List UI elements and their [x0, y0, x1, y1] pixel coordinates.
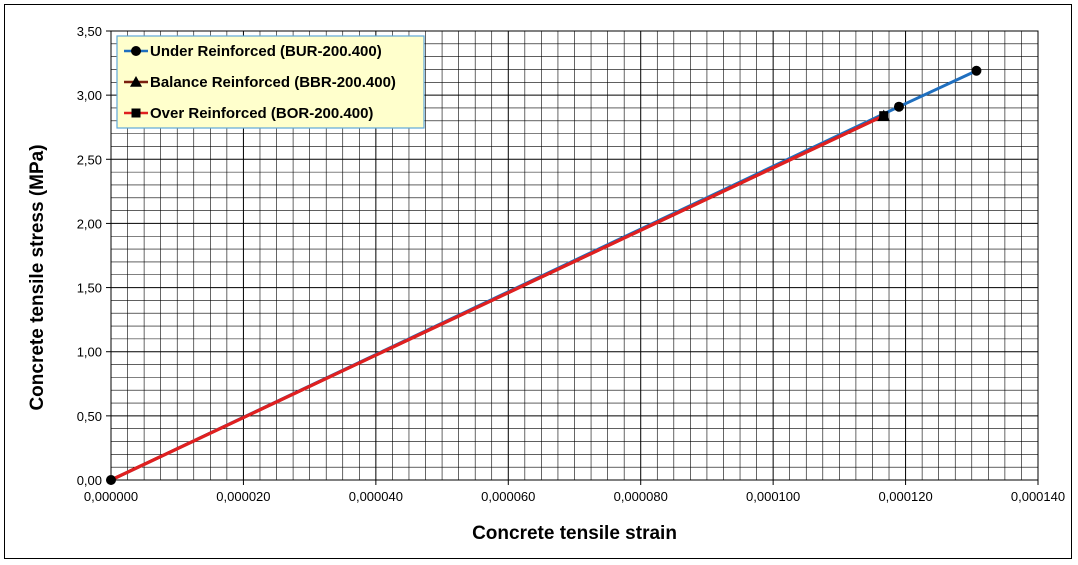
y-tick-label: 1,50	[77, 281, 102, 296]
x-tick-label: 0,000080	[614, 489, 668, 504]
legend-label: Under Reinforced (BUR-200.400)	[150, 43, 382, 60]
legend-marker	[131, 108, 141, 118]
y-tick-label: 2,00	[77, 216, 102, 231]
plot-area	[110, 30, 1039, 481]
y-tick-label: 3,00	[77, 88, 102, 103]
x-tick-label: 0,000060	[481, 489, 535, 504]
y-tick-label: 1,00	[77, 345, 102, 360]
y-tick-label: 0,00	[77, 473, 102, 488]
x-tick-label: 0,000120	[878, 489, 932, 504]
x-tick-label: 0,000000	[84, 489, 138, 504]
y-axis-ticks: 0,00 0,50 1,00 1,50 2,00 2,50 3,00 3,50	[77, 24, 111, 488]
x-tick-label: 0,000040	[349, 489, 403, 504]
data-point	[971, 65, 982, 76]
legend-marker	[130, 76, 142, 87]
legend: Under Reinforced (BUR-200.400) Balance Re…	[116, 35, 425, 129]
data-point	[879, 111, 889, 121]
series-group	[106, 65, 982, 485]
y-tick-label: 3,50	[77, 24, 102, 39]
y-tick-label: 0,50	[77, 409, 102, 424]
y-tick-label: 2,50	[77, 152, 102, 167]
legend-label: Over Reinforced (BOR-200.400)	[150, 105, 373, 122]
x-tick-label: 0,000020	[216, 489, 270, 504]
x-axis-ticks: 0,000000 0,000020 0,000040 0,000060 0,000080…	[84, 480, 1065, 504]
legend-label: Balance Reinforced (BBR-200.400)	[150, 74, 396, 91]
series-line	[110, 114, 885, 482]
data-point	[893, 101, 904, 112]
x-tick-label: 0,000140	[1011, 489, 1065, 504]
legend-box	[116, 35, 425, 129]
x-tick-label: 0,000100	[746, 489, 800, 504]
data-point	[106, 475, 116, 485]
x-axis-title: Concrete tensile strain	[472, 523, 677, 544]
legend-marker	[131, 46, 141, 56]
y-axis-title: Concrete tensile stress (MPa)	[27, 144, 48, 410]
